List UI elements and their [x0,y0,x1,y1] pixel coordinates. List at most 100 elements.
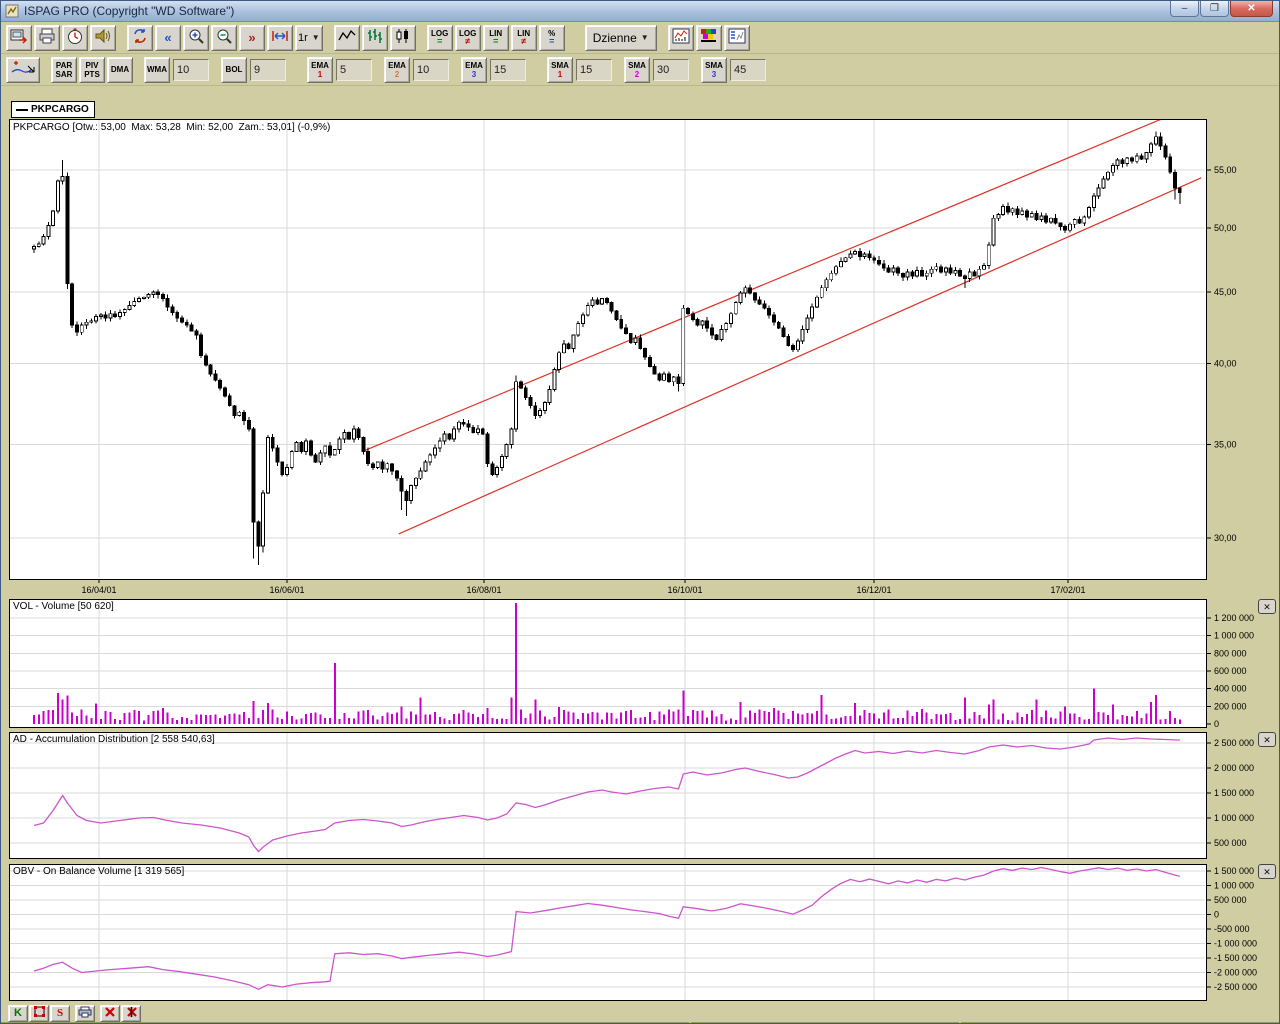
candlestick-chart-button[interactable] [389,24,416,51]
axis-tick-label: 17/02/01 [1050,585,1085,595]
alarm-button[interactable] [62,24,88,51]
chart-properties-button[interactable] [723,24,750,51]
scroll-right-button[interactable]: » [239,24,265,51]
axis-tick-label: 2 000 000 [1214,763,1254,773]
main-toolbar: « » 1r ▼ LOG = LOG ≠ LIN = LIN ≠ % = Dzienne ▼ [1,22,1279,54]
candle-mode-button[interactable]: K [8,1004,28,1022]
refresh-button[interactable] [127,24,153,51]
delete-object-button[interactable] [100,1004,120,1022]
volume-canvas[interactable]: 1 200 000 1 000 000 800 000 600 000 400 000 2… [1,599,1280,728]
select-region-button[interactable] [29,1004,49,1022]
lin-label: LIN [517,29,531,38]
ema2-period-input[interactable] [413,58,449,81]
print-button[interactable] [34,24,60,51]
axis-tick-label: 55,00 [1214,165,1237,175]
dma-button[interactable]: DMA [107,56,133,83]
candlestick-chart-icon [395,28,411,47]
app-icon [5,4,19,18]
piv-pts-button[interactable]: PIV PTS [79,56,105,83]
sma2-button[interactable]: SMA 2 [624,56,650,83]
ema3-button[interactable]: EMA 3 [461,56,487,83]
sound-button[interactable] [90,24,116,51]
axis-tick-label: 1 000 000 [1214,881,1254,891]
lin-scale-equal-button[interactable]: LIN = [482,24,509,51]
sma3-button[interactable]: SMA 3 [701,56,727,83]
obv-canvas[interactable]: 1 500 000 1 000 000 500 000 0 -500 000 -1 000… [1,864,1280,1001]
print-chart-button[interactable] [75,1004,95,1022]
wma-period-input[interactable] [173,58,209,81]
volume-close-button[interactable]: ✕ [1258,599,1276,614]
stopwatch-icon [66,28,84,48]
log-scale-equal-button[interactable]: LOG = [426,24,453,51]
ema3-period-input[interactable] [490,58,526,81]
zoom-out-icon [216,28,233,47]
axis-tick-label: 800 000 [1214,648,1247,658]
chevron-down-icon: ▼ [311,33,320,42]
obv-close-button[interactable]: ✕ [1258,864,1276,879]
par-sar-label: PAR [55,60,73,70]
zoom-in-icon [188,28,205,47]
fit-width-button[interactable] [267,24,293,51]
bol-period-input[interactable] [250,58,286,81]
range-dropdown[interactable]: 1r ▼ [295,24,323,51]
main-chart-canvas[interactable]: 55,00 50,00 45,00 40,00 35,00 30,00 16/04/01 16… [1,97,1280,597]
indicator-window-button[interactable] [667,24,694,51]
axis-tick-label: 16/08/01 [466,585,501,595]
percent-label: % [548,29,556,38]
interval-dropdown[interactable]: Dzienne ▼ [584,24,657,51]
log-label: LOG [431,29,449,38]
axis-tick-label: 16/10/01 [667,585,702,595]
colors-icon [700,28,718,47]
ema2-button[interactable]: EMA 2 [384,56,410,83]
sma3-period-input[interactable] [730,58,766,81]
ad-close-button[interactable]: ✕ [1258,732,1276,747]
sma1-period-input[interactable] [576,58,612,81]
bar-chart-button[interactable] [361,24,388,51]
percent-scale-button[interactable]: % = [538,24,565,51]
export-chart-button[interactable] [6,24,32,51]
log-scale-notequal-button[interactable]: LOG ≠ [454,24,481,51]
sma2-label: SMA [628,60,646,70]
restore-button[interactable]: ❐ [1200,1,1229,17]
lin-scale-notequal-button[interactable]: LIN ≠ [510,24,537,51]
sma2-period-input[interactable] [653,58,689,81]
ema3-label: EMA [465,60,483,70]
spline-mode-button[interactable]: S [50,1004,70,1022]
ema1-label: EMA [311,60,329,70]
series-symbol: PKPCARGO [31,104,89,115]
draw-trend-icon [10,60,36,79]
ema1-period-input[interactable] [336,58,372,81]
scroll-left-button[interactable]: « [155,24,181,51]
bol-button[interactable]: BOL [221,56,247,83]
axis-tick-label: 50,00 [1214,223,1237,233]
volume-panel-header: VOL - Volume [50 620] [13,601,114,612]
sma1-label: SMA [551,60,569,70]
minimize-button[interactable]: – [1170,1,1199,17]
ema3-digit: 3 [471,69,477,79]
draw-trend-button[interactable] [6,56,40,83]
close-button[interactable]: ✕ [1230,1,1273,17]
par-sar-label2: SAR [55,69,73,79]
obv-panel-header: OBV - On Balance Volume [1 319 565] [13,866,185,877]
colors-button[interactable] [695,24,722,51]
series-legend[interactable]: PKPCARGO [11,101,95,118]
ad-canvas[interactable]: 2 500 000 2 000 000 1 500 000 1 000 000 500 … [1,732,1280,859]
wma-button[interactable]: WMA [144,56,170,83]
refresh-icon [132,28,148,47]
notequal-icon: ≠ [521,36,527,46]
speaker-icon [94,28,112,47]
axis-tick-label: 16/06/01 [269,585,304,595]
piv-pts-label2: PTS [84,69,100,79]
ema1-button[interactable]: EMA 1 [307,56,333,83]
sma1-button[interactable]: SMA 1 [547,56,573,83]
zoom-in-button[interactable] [183,24,209,51]
line-chart-button[interactable] [333,24,360,51]
series-color-swatch [16,108,28,111]
delete-all-button[interactable] [121,1004,141,1022]
par-sar-button[interactable]: PAR SAR [51,56,77,83]
titlebar[interactable]: ISPAG PRO (Copyright "WD Software") – ❐ … [1,1,1279,22]
ema1-digit: 1 [317,69,323,79]
axis-tick-label: 200 000 [1214,701,1247,711]
zoom-out-button[interactable] [211,24,237,51]
